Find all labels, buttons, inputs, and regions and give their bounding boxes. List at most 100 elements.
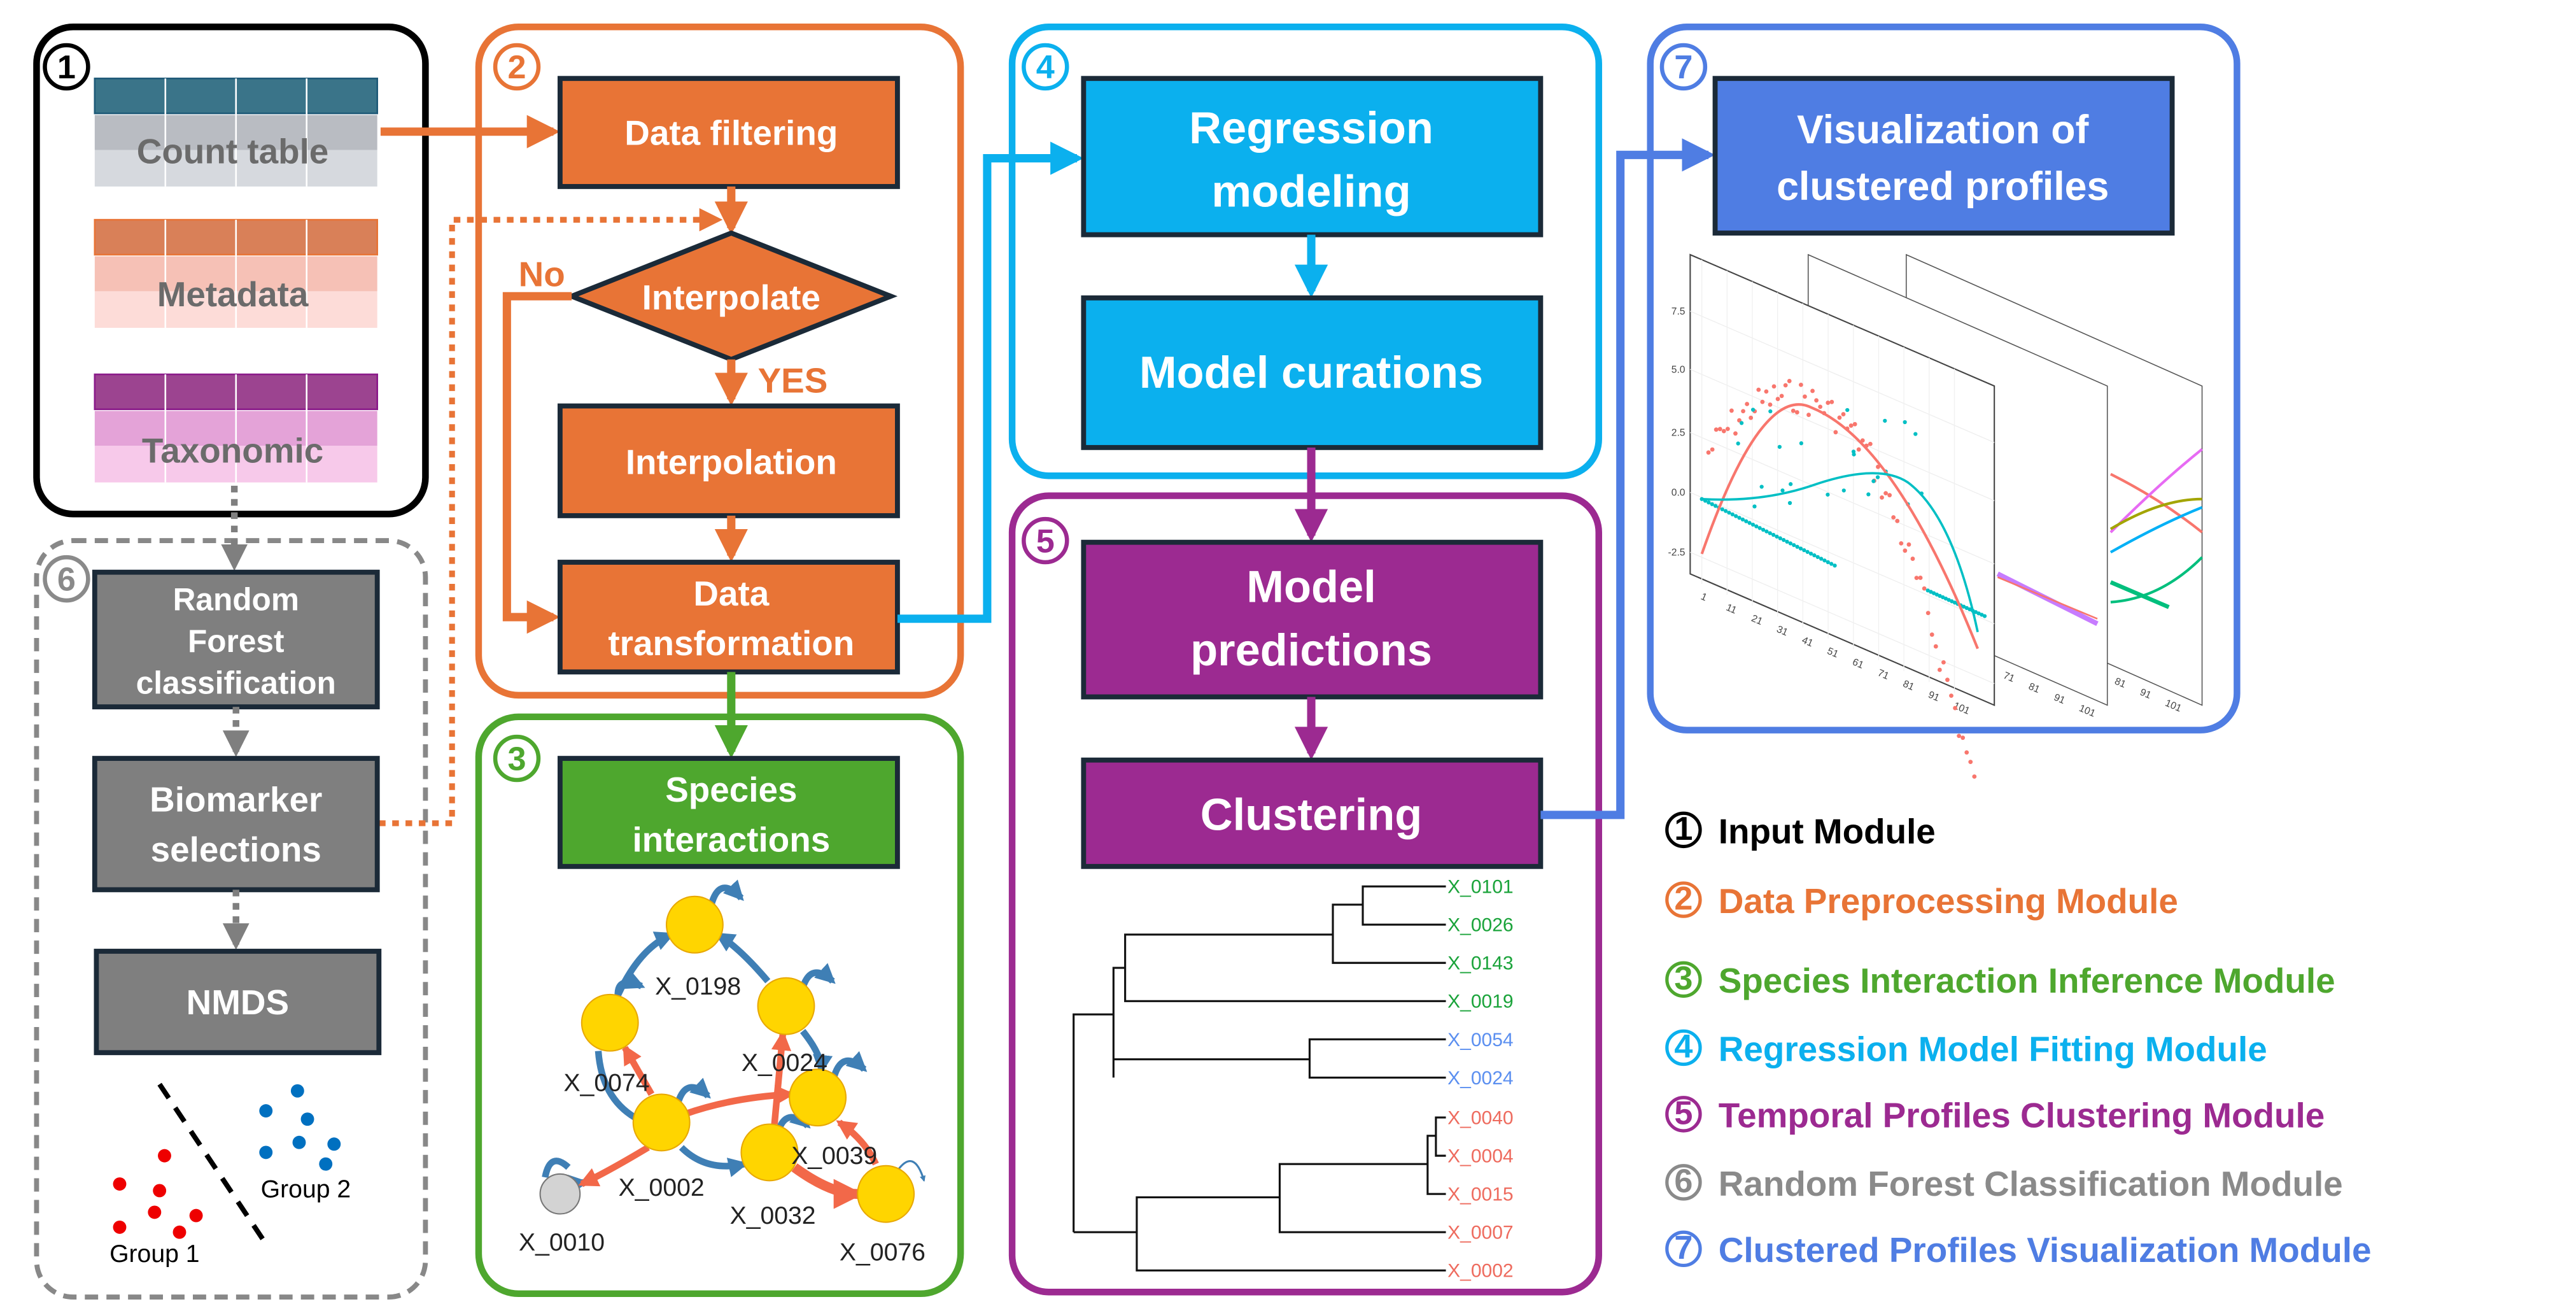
data-point	[1714, 427, 1719, 432]
svg-text:Clustering: Clustering	[1200, 789, 1423, 839]
data-point	[1768, 409, 1773, 414]
group2-label: Group 2	[261, 1175, 351, 1203]
arrow-transformation-to-regression	[897, 141, 1084, 623]
gridline	[1690, 492, 1995, 625]
data-point	[1725, 427, 1730, 432]
legend-label: Regression Model Fitting Module	[1719, 1029, 2267, 1068]
x-tick-label: 71	[1876, 667, 1890, 681]
svg-text:4: 4	[1036, 49, 1055, 86]
data-point	[1952, 600, 1957, 605]
gridline	[1690, 432, 1995, 565]
group1-label: Group 1	[109, 1240, 199, 1268]
taxonomic-table: Taxonomic	[94, 373, 378, 483]
data-point	[1938, 593, 1942, 598]
node-x0010	[539, 1173, 581, 1215]
interpolation-box: Interpolation	[557, 403, 900, 518]
separator-line	[157, 1082, 265, 1240]
legend-label: Clustered Profiles Visualization Module	[1719, 1230, 2372, 1270]
module-number-6: 6	[43, 555, 90, 603]
data-point	[1841, 488, 1846, 493]
data-point	[1866, 492, 1871, 497]
clustering-module-frame	[1008, 492, 1602, 1296]
data-point	[1829, 562, 1834, 566]
data-point	[1750, 522, 1756, 527]
y-tick-label: 5.0	[1672, 364, 1686, 375]
random-forest-box: Random Forest classification	[92, 569, 380, 710]
node-label: X_0010	[519, 1229, 605, 1256]
data-point	[1945, 677, 1950, 683]
node-x0039	[789, 1068, 847, 1127]
data-point	[1922, 586, 1927, 591]
data-point	[1713, 504, 1718, 508]
svg-text:2: 2	[507, 49, 526, 86]
data-point	[1759, 485, 1764, 489]
data-point	[1826, 492, 1830, 497]
data-point	[1833, 563, 1837, 568]
y-tick-label: 0.0	[1672, 488, 1686, 499]
gridline	[1690, 311, 1995, 443]
dendrogram-branches	[1073, 885, 1446, 1272]
legend-number: 5	[1674, 1095, 1693, 1132]
svg-text:Interpolation: Interpolation	[626, 443, 837, 482]
data-filtering-box: Data filtering	[557, 76, 900, 189]
x-tick-label: 71	[2002, 670, 2016, 684]
data-point	[1812, 553, 1817, 558]
data-point	[1721, 429, 1726, 434]
data-point	[1782, 537, 1786, 542]
self-loop	[675, 1077, 711, 1104]
count-table: Count table	[94, 77, 378, 187]
preprocessing-module-frame	[475, 24, 964, 699]
dotted-biomarker-feedback	[379, 208, 723, 826]
clustering-box: Clustering	[1081, 757, 1544, 869]
data-point	[1794, 410, 1799, 415]
dendrogram-leaf-label: X_0024	[1447, 1068, 1514, 1089]
x-tick-label: 91	[2052, 692, 2067, 706]
self-loop	[542, 1158, 571, 1179]
data-point	[1750, 408, 1756, 412]
y-tick-label: 2.5	[1672, 428, 1686, 439]
legend-number-badge	[1665, 1164, 1702, 1201]
data-point	[1943, 596, 1948, 601]
data-point	[1852, 452, 1856, 457]
x-tick-label: 61	[1851, 656, 1866, 670]
nmds-box: NMDS	[94, 949, 382, 1056]
data-point	[1734, 514, 1738, 518]
data-point	[1903, 548, 1908, 553]
self-loop	[831, 1051, 868, 1077]
data-point	[1957, 734, 1962, 739]
data-point	[1972, 774, 1977, 779]
data-point	[1805, 549, 1810, 554]
legend-number: 4	[1674, 1028, 1693, 1065]
self-loop	[799, 963, 836, 989]
data-point	[1783, 383, 1788, 388]
data-point	[1717, 427, 1722, 432]
node-x0002	[632, 1093, 691, 1152]
plot-panel-front	[1689, 253, 1995, 707]
data-point	[1837, 415, 1842, 420]
data-point	[1833, 430, 1838, 435]
data-point	[1798, 546, 1803, 551]
svg-text:Biomarker: Biomarker	[150, 780, 322, 819]
svg-text:modeling: modeling	[1211, 166, 1411, 216]
data-point	[1913, 432, 1918, 436]
data-point	[1929, 632, 1934, 637]
data-point	[1925, 611, 1931, 616]
visualization-box: Visualization of clustered profiles	[1712, 76, 2175, 236]
x-tick-label: 41	[1800, 635, 1815, 649]
data-point	[1752, 504, 1757, 509]
x-tick-label: 81	[2027, 681, 2041, 695]
legend-number-badge	[1665, 881, 1702, 918]
data-point	[1841, 412, 1846, 416]
data-point	[1729, 408, 1734, 413]
cyan-trend-curve	[1701, 472, 1979, 633]
svg-text:7: 7	[1674, 49, 1693, 86]
x-tick-label: 101	[2164, 698, 2183, 714]
data-point	[1883, 491, 1888, 496]
data-point	[1875, 475, 1880, 479]
legend-item: 4 Regression Model Fitting Module	[1665, 1028, 2267, 1068]
data-point	[1768, 531, 1772, 535]
data-point	[1871, 479, 1876, 483]
data-point	[1868, 441, 1873, 446]
edge	[622, 1044, 655, 1096]
